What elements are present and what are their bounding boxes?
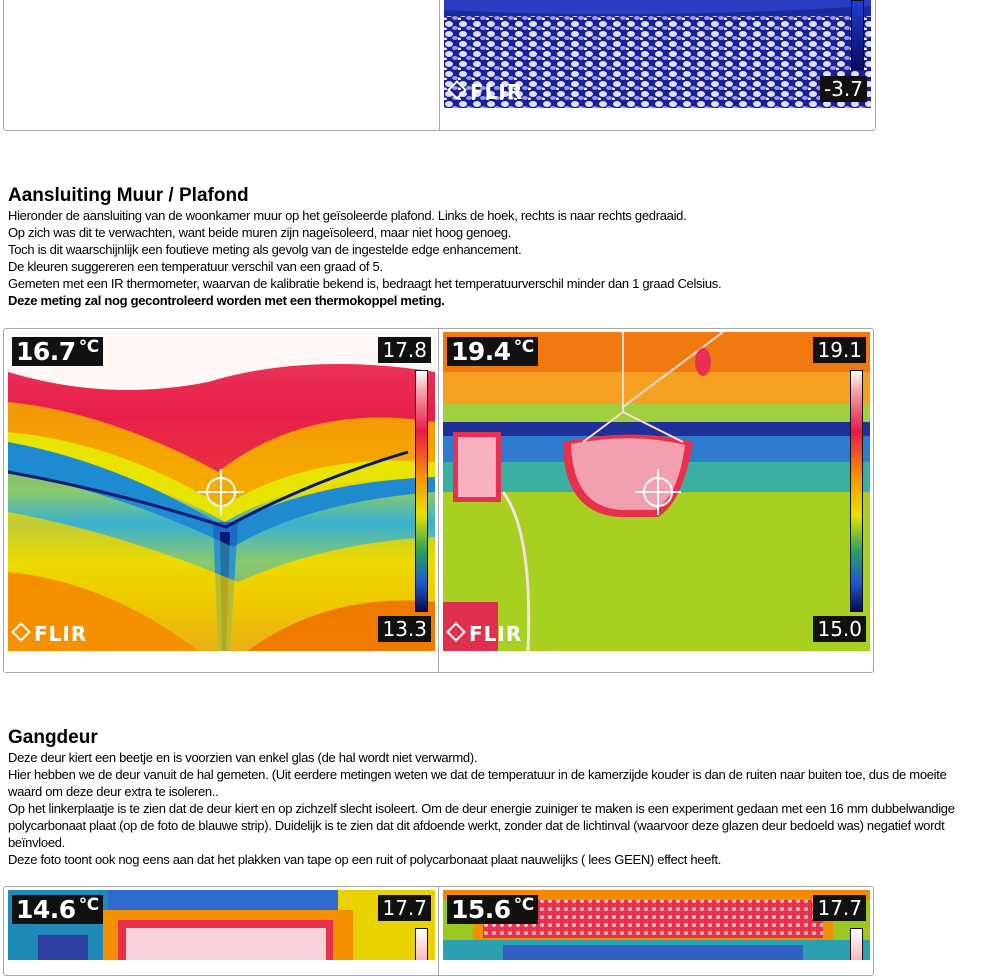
text-line: Toch is dit waarschijnlijk een foutieve … [8, 242, 522, 257]
thermal-image-top-right: FLIR -3.7 [444, 0, 871, 108]
scale-max-label: 17.7 [378, 895, 431, 921]
text-line: Hier hebben we de deur vanuit de hal gem… [8, 767, 947, 799]
section-heading-muur-plafond: Aansluiting Muur / Plafond [8, 185, 249, 206]
flir-logo: FLIR [447, 80, 523, 104]
scale-min-label: -3.7 [819, 76, 867, 102]
table-divider [438, 329, 439, 672]
text-line-bold: Deze meting zal nog gecontroleerd worden… [8, 293, 445, 308]
spot-temperature: 19.4 °C [447, 337, 538, 366]
text-line: Gemeten met een IR thermometer, waarvan … [8, 276, 722, 291]
color-scale-bar [851, 0, 864, 70]
text-line: De kleuren suggereren een temperatuur ve… [8, 259, 383, 274]
color-scale-bar [415, 928, 428, 960]
thermal-image-corner: 16.7 °C 17.8 13.3 FLIR [8, 332, 435, 651]
scale-max-label: 17.7 [813, 895, 866, 921]
color-scale-bar [850, 928, 863, 960]
color-scale-bar [415, 370, 428, 612]
spot-temperature: 15.6 °C [447, 895, 538, 924]
scale-min-label: 13.3 [378, 616, 431, 642]
spot-temperature: 16.7 °C [12, 337, 103, 366]
text-line: Hieronder de aansluiting van de woonkame… [8, 208, 687, 223]
color-scale-bar [850, 370, 863, 612]
section-heading-gangdeur: Gangdeur [8, 727, 98, 748]
flir-logo: FLIR [11, 622, 87, 646]
table-divider [438, 887, 439, 975]
scale-max-label: 19.1 [813, 337, 866, 363]
thermal-image-door-right: 15.6 °C 17.7 [443, 890, 870, 960]
text-line: Op het linkerplaatje is te zien dat de d… [8, 801, 955, 850]
scale-min-label: 15.0 [813, 616, 866, 642]
thermal-image-door-left: 14.6 °C 17.7 [8, 890, 435, 960]
flir-logo: FLIR [446, 622, 522, 646]
text-line: Deze deur kiert een beetje en is voorzie… [8, 750, 478, 765]
text-line: Op zich was dit te verwachten, want beid… [8, 225, 512, 240]
muur-plafond-text: Hieronder de aansluiting van de woonkame… [8, 207, 958, 309]
gangdeur-text: Deze deur kiert een beetje en is voorzie… [8, 749, 958, 868]
thermal-image-lamp: 19.4 °C 19.1 15.0 FLIR [443, 332, 870, 651]
scale-max-label: 17.8 [378, 337, 431, 363]
spot-temperature: 14.6 °C [12, 895, 103, 924]
text-line: Deze foto toont ook nog eens aan dat het… [8, 852, 722, 867]
table-divider [439, 0, 440, 130]
